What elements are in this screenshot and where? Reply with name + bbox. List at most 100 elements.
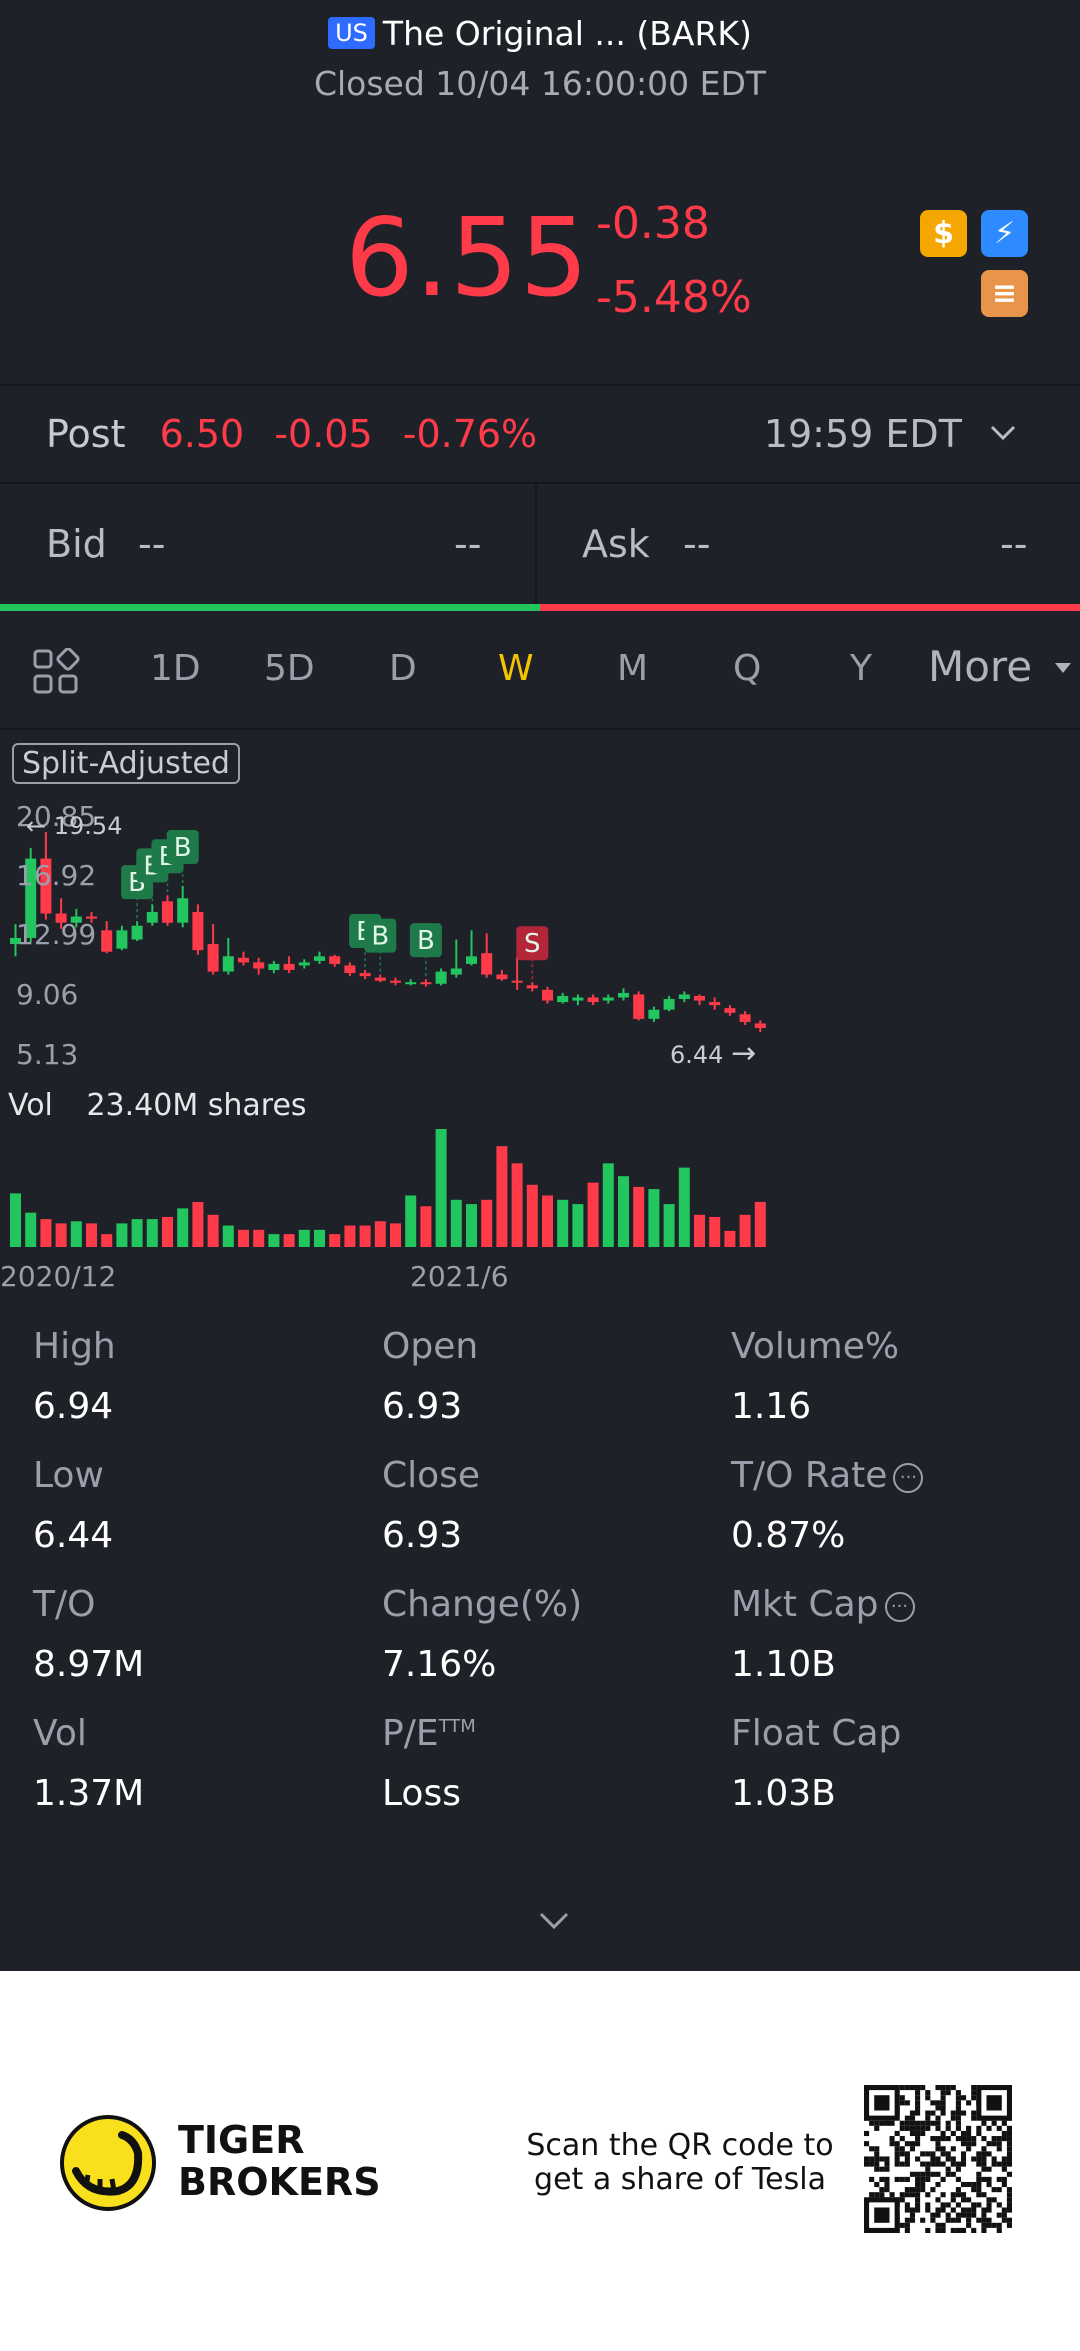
qr-code-icon	[864, 2085, 1012, 2233]
market-status: Closed 10/04 16:00:00 EDT	[313, 64, 767, 103]
info-icon[interactable]: ···	[893, 1463, 924, 1493]
stat-value-volume-: 1.16	[731, 1386, 812, 1427]
price-change-percent: -5.48%	[596, 272, 752, 323]
candle	[709, 1002, 721, 1006]
tab-d[interactable]: D	[389, 648, 417, 689]
stat-value-close: 6.93	[382, 1515, 463, 1556]
candle	[374, 977, 386, 981]
chart-layout-icon[interactable]	[32, 648, 80, 696]
post-price: 6.50	[159, 412, 245, 456]
stat-value-mkt-cap: 1.10B	[731, 1644, 836, 1685]
candle	[298, 962, 310, 966]
candle	[207, 944, 219, 972]
candle	[511, 980, 523, 983]
stat-label-open: Open	[382, 1326, 479, 1367]
volume-bar	[602, 1163, 614, 1247]
stat-label-t-o: T/O	[33, 1584, 96, 1625]
chevron-down-icon[interactable]	[537, 1910, 571, 1932]
stat-label-t-o-rate: T/O Rate ···	[731, 1455, 924, 1496]
trade-marker[interactable]	[409, 923, 442, 958]
stat-label-p-e: P/ETTM	[382, 1713, 476, 1754]
tab-more-label: More	[928, 642, 1033, 691]
candle	[344, 965, 356, 974]
candle	[618, 992, 629, 998]
candle	[283, 963, 295, 971]
lightning-icon[interactable]: ⚡	[981, 210, 1028, 257]
stock-title: US The Original ... (BARK)	[0, 14, 1080, 53]
dollar-icon[interactable]: $	[920, 210, 967, 257]
stat-label-low: Low	[33, 1455, 104, 1496]
candle	[222, 956, 234, 972]
y-label-4: 9.06	[16, 978, 79, 1011]
bid-ratio-bar	[0, 604, 540, 611]
x-label-2: 2021/6	[410, 1260, 509, 1293]
stat-value-p-e: Loss	[382, 1773, 461, 1814]
volume-bar	[131, 1219, 143, 1247]
volume-bar	[709, 1216, 721, 1247]
volume-bar	[754, 1201, 766, 1247]
post-label: Post	[46, 412, 126, 456]
tab-y[interactable]: Y	[850, 648, 872, 689]
split-adjusted-button[interactable]: Split-Adjusted	[12, 743, 240, 784]
tab-more[interactable]: More	[928, 642, 1073, 691]
stack-icon[interactable]: ≡	[981, 270, 1028, 317]
candle	[25, 858, 37, 938]
volume-header: Vol 23.40M shares	[8, 1088, 307, 1123]
candle	[192, 912, 204, 951]
volume-bar	[405, 1195, 417, 1247]
bid-size: --	[454, 522, 482, 566]
trade-marker[interactable]	[166, 830, 199, 865]
stat-label-vol: Vol	[33, 1713, 87, 1754]
volume-bar	[10, 1193, 21, 1247]
tab-q[interactable]: Q	[733, 648, 762, 689]
trade-marker[interactable]	[516, 926, 549, 961]
post-market-row: Post 6.50 -0.05 -0.76%	[46, 412, 537, 456]
stock-name: The Original ... (BARK)	[382, 14, 752, 53]
candle	[481, 953, 493, 975]
low-arrow-icon: →	[731, 1036, 757, 1071]
candle	[724, 1008, 736, 1013]
candle	[390, 980, 401, 983]
candle	[238, 957, 249, 963]
candle	[526, 985, 538, 989]
high-marker-value: 19.54	[53, 812, 123, 840]
volume-bar	[618, 1176, 629, 1247]
volume-bar	[526, 1184, 538, 1247]
candle	[314, 956, 325, 961]
info-icon[interactable]: ···	[884, 1592, 915, 1622]
volume-bar	[466, 1204, 477, 1247]
candle	[253, 962, 265, 969]
high-marker: ← 19.54	[26, 812, 122, 840]
trade-marker-letter: S	[524, 929, 541, 959]
volume-bar	[146, 1219, 158, 1247]
volume-bar	[557, 1199, 569, 1247]
y-label-max: 20.85	[16, 800, 97, 833]
candle	[435, 971, 447, 984]
candle	[496, 974, 508, 980]
volume-bar	[390, 1223, 401, 1247]
candle	[405, 982, 417, 985]
candlestick-chart[interactable]: BBBBBBBS	[0, 790, 1080, 1290]
tab-1d[interactable]: 1D	[150, 648, 201, 689]
low-marker-value: 6.44	[670, 1041, 724, 1069]
volume-bar	[40, 1219, 52, 1247]
y-label-2: 16.92	[16, 859, 97, 892]
ask-ratio-bar	[540, 604, 1080, 611]
volume-bar	[678, 1167, 690, 1247]
candle	[572, 997, 584, 1001]
post-time-selector[interactable]: 19:59 EDT	[764, 412, 1018, 456]
trade-marker[interactable]	[364, 918, 397, 953]
trade-marker-letter: B	[371, 922, 389, 952]
bid-price: --	[138, 522, 166, 566]
volume-bar	[192, 1201, 204, 1247]
volume-bar	[435, 1129, 447, 1247]
y-label-3: 12.99	[16, 918, 97, 951]
candle	[739, 1014, 751, 1022]
tab-m[interactable]: M	[617, 648, 649, 689]
stat-label-change-: Change(%)	[382, 1584, 583, 1625]
x-label-1: 2020/12	[0, 1260, 117, 1293]
tab-5d[interactable]: 5D	[264, 648, 315, 689]
post-change-percent: -0.76%	[402, 412, 538, 456]
tab-w[interactable]: W	[498, 648, 534, 689]
ask-price: --	[683, 522, 711, 566]
